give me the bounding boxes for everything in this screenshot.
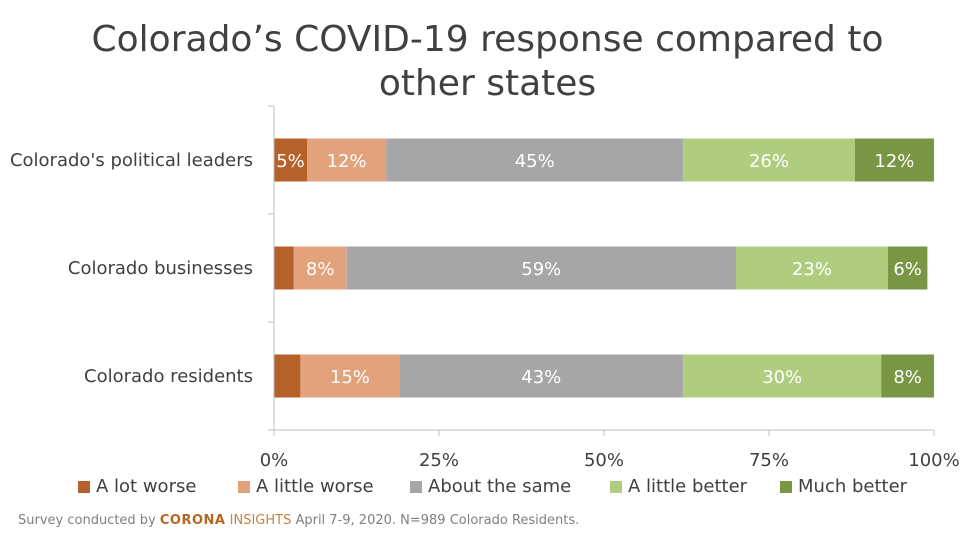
brand-name-part1: CORONA bbox=[159, 513, 226, 528]
data-label: 6% bbox=[893, 259, 922, 280]
legend-item: A little worse bbox=[238, 476, 374, 497]
legend-swatch bbox=[238, 480, 250, 493]
x-tick-label: 75% bbox=[749, 450, 789, 470]
bar-segment bbox=[274, 138, 307, 182]
bar-segment bbox=[887, 246, 928, 290]
bar-segment bbox=[736, 246, 888, 290]
data-label: 5% bbox=[276, 151, 305, 172]
data-label: 12% bbox=[327, 151, 367, 172]
legend-swatch bbox=[610, 480, 622, 493]
bar-segment bbox=[683, 138, 855, 182]
legend-swatch bbox=[78, 480, 90, 493]
legend-item: A lot worse bbox=[78, 476, 196, 497]
data-label: 8% bbox=[893, 367, 922, 388]
bar-segment bbox=[346, 246, 736, 290]
bar-segment bbox=[386, 138, 684, 182]
legend-item: A little better bbox=[610, 476, 747, 497]
x-tick-label: 50% bbox=[584, 450, 624, 470]
category-label: Colorado's political leaders bbox=[10, 150, 253, 171]
chart-legend: A lot worse A little worse About the same A… bbox=[78, 476, 958, 498]
category-label: Colorado businesses bbox=[68, 258, 253, 279]
data-label: 23% bbox=[792, 259, 832, 280]
bar-segment bbox=[881, 354, 934, 398]
brand-name-part2: INSIGHTS bbox=[225, 513, 292, 528]
bar-segment bbox=[274, 354, 301, 398]
data-label: 12% bbox=[874, 151, 914, 172]
legend-label: A lot worse bbox=[96, 476, 197, 497]
x-tick-label: 100% bbox=[908, 450, 959, 470]
legend-label: A little worse bbox=[256, 476, 374, 497]
legend-item: Much better bbox=[780, 476, 907, 497]
data-label: 45% bbox=[515, 151, 555, 172]
data-label: 30% bbox=[762, 367, 802, 388]
chart-title-line-2: other states bbox=[378, 63, 597, 104]
bar-segment bbox=[307, 138, 387, 182]
data-label: 15% bbox=[330, 367, 370, 388]
category-label: Colorado residents bbox=[84, 366, 253, 387]
legend-label: About the same bbox=[428, 476, 572, 497]
bar-segment bbox=[683, 354, 882, 398]
source-note: Survey conducted by CORONA INSIGHTS Apri… bbox=[18, 513, 579, 528]
legend-item: About the same bbox=[410, 476, 571, 497]
source-prefix: Survey conducted by bbox=[18, 513, 160, 528]
chart-title-line-1: Colorado’s COVID-19 response compared to bbox=[91, 19, 884, 60]
source-suffix: April 7-9, 2020. N=989 Colorado Resident… bbox=[291, 513, 580, 528]
bar-segment bbox=[274, 246, 294, 290]
data-label: 43% bbox=[521, 367, 561, 388]
x-tick-label: 0% bbox=[260, 450, 289, 470]
data-label: 8% bbox=[306, 259, 335, 280]
bar-segment bbox=[399, 354, 684, 398]
stacked-bar-chart: Colorado's political leaders 5% 12% 45% 26% 1… bbox=[10, 105, 960, 470]
x-tick-label: 25% bbox=[419, 450, 459, 470]
chart-title: Colorado’s COVID-19 response compared to… bbox=[60, 18, 915, 106]
legend-label: A little better bbox=[628, 476, 748, 497]
data-label: 59% bbox=[521, 259, 561, 280]
bar-segment bbox=[854, 138, 934, 182]
bar-segment bbox=[293, 246, 347, 290]
legend-swatch bbox=[410, 480, 422, 493]
legend-swatch bbox=[780, 480, 792, 493]
data-label: 26% bbox=[749, 151, 789, 172]
legend-label: Much better bbox=[798, 476, 908, 497]
bar-segment bbox=[300, 354, 400, 398]
